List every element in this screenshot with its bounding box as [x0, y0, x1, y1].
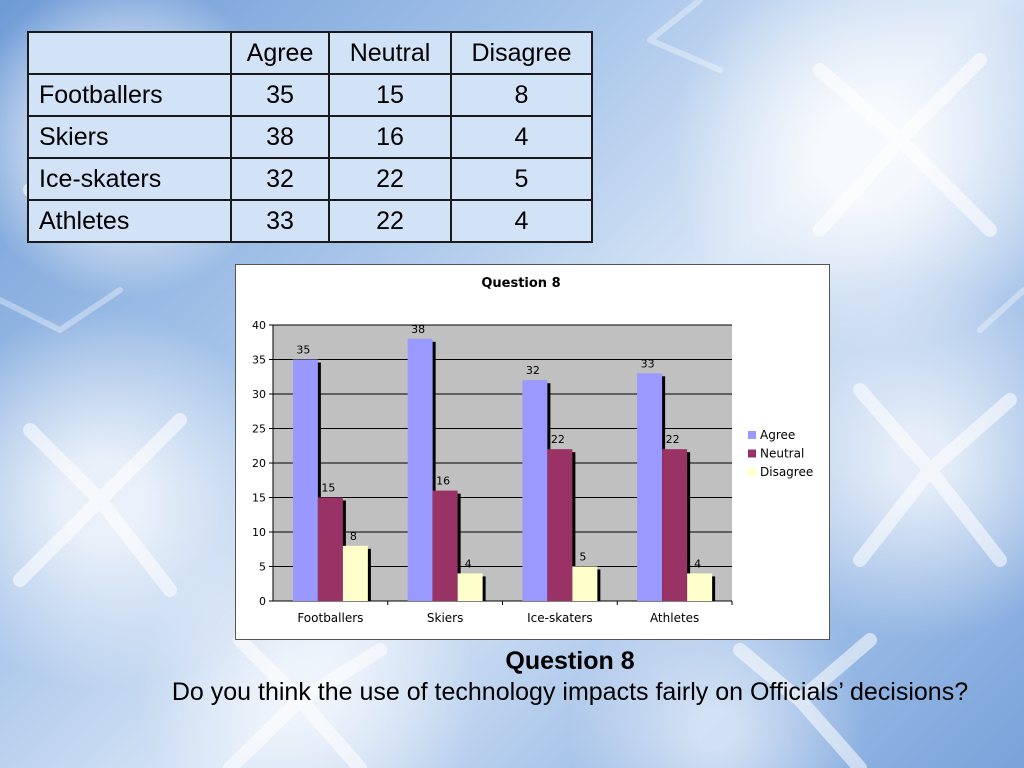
chart-panel: Question 8 0 5 10 15 20 25 30 35 40 35 15 8 Footballe… — [235, 264, 830, 640]
row-label: Footballers — [27, 73, 232, 117]
cell-agree: 35 — [230, 73, 330, 117]
x-tick-label: Ice-skaters — [527, 611, 592, 625]
legend-label: Disagree — [760, 465, 813, 479]
bar-disagree — [342, 545, 368, 601]
bar-disagree — [572, 566, 598, 601]
bar-neutral — [662, 449, 688, 601]
data-label: 22 — [666, 433, 680, 446]
cell-neutral: 22 — [328, 199, 452, 243]
bar-neutral — [432, 490, 458, 601]
row-label: Athletes — [27, 199, 232, 243]
legend-swatch-disagree — [748, 468, 756, 476]
cell-disagree: 4 — [450, 199, 593, 243]
data-label: 5 — [579, 551, 586, 564]
y-tick-label: 10 — [252, 526, 266, 539]
data-label: 4 — [694, 557, 701, 570]
table-header-agree: Agree — [230, 31, 330, 75]
bar-agree — [637, 373, 663, 601]
bar-chart: Question 8 0 5 10 15 20 25 30 35 40 35 15 8 Footballe… — [252, 276, 813, 625]
y-tick-label: 0 — [259, 595, 266, 608]
y-tick-label: 25 — [252, 423, 266, 436]
data-label: 8 — [350, 530, 357, 543]
caption-title: Question 8 — [505, 647, 635, 675]
cell-neutral: 16 — [328, 115, 452, 159]
cell-neutral: 15 — [328, 73, 452, 117]
x-tick-label: Footballers — [297, 611, 363, 625]
table-header-disagree: Disagree — [450, 31, 593, 75]
cell-disagree: 8 — [450, 73, 593, 117]
legend-swatch-neutral — [748, 449, 756, 458]
cell-agree: 33 — [230, 199, 330, 243]
table-row: Footballers 35 15 8 — [27, 73, 593, 117]
legend-label: Neutral — [760, 447, 804, 461]
bar-agree — [522, 380, 548, 601]
table-row: Ice-skaters 32 22 5 — [27, 157, 593, 201]
data-label: 15 — [321, 482, 335, 495]
bar-neutral — [547, 449, 573, 601]
bar-agree — [407, 338, 433, 601]
y-tick-label: 35 — [252, 354, 266, 367]
data-label: 22 — [551, 433, 565, 446]
y-tick-label: 5 — [259, 561, 266, 574]
bar-agree — [292, 359, 318, 601]
data-label: 16 — [436, 475, 450, 488]
row-label: Ice-skaters — [27, 157, 232, 201]
x-tick-label: Athletes — [650, 611, 699, 625]
data-label: 35 — [296, 344, 310, 357]
cell-disagree: 4 — [450, 115, 593, 159]
cell-disagree: 5 — [450, 157, 593, 201]
y-tick-label: 40 — [252, 319, 266, 332]
bar-neutral — [317, 497, 343, 601]
cell-agree: 32 — [230, 157, 330, 201]
cell-agree: 38 — [230, 115, 330, 159]
chart-title: Question 8 — [481, 276, 560, 291]
table-header-neutral: Neutral — [328, 31, 452, 75]
caption: Question 8 Do you think the use of techn… — [170, 646, 970, 709]
caption-question: Do you think the use of technology impac… — [171, 678, 969, 706]
data-label: 4 — [465, 557, 472, 570]
y-tick-label: 15 — [252, 492, 266, 505]
data-label: 32 — [526, 364, 540, 377]
bar-disagree — [687, 573, 713, 601]
bar-disagree — [457, 573, 483, 601]
y-tick-label: 20 — [252, 457, 266, 470]
table-row: Skiers 38 16 4 — [27, 115, 593, 159]
y-tick-label: 30 — [252, 388, 266, 401]
x-tick-label: Skiers — [427, 611, 463, 625]
data-table: Agree Neutral Disagree Footballers 35 15… — [27, 31, 593, 243]
data-label: 33 — [641, 357, 655, 370]
table-header-corner — [27, 31, 232, 75]
table-header-row: Agree Neutral Disagree — [27, 31, 593, 75]
data-label: 38 — [411, 323, 425, 336]
cell-neutral: 22 — [328, 157, 452, 201]
legend-swatch-agree — [748, 431, 756, 439]
legend-label: Agree — [760, 428, 795, 442]
row-label: Skiers — [27, 115, 232, 159]
table-row: Athletes 33 22 4 — [27, 199, 593, 243]
